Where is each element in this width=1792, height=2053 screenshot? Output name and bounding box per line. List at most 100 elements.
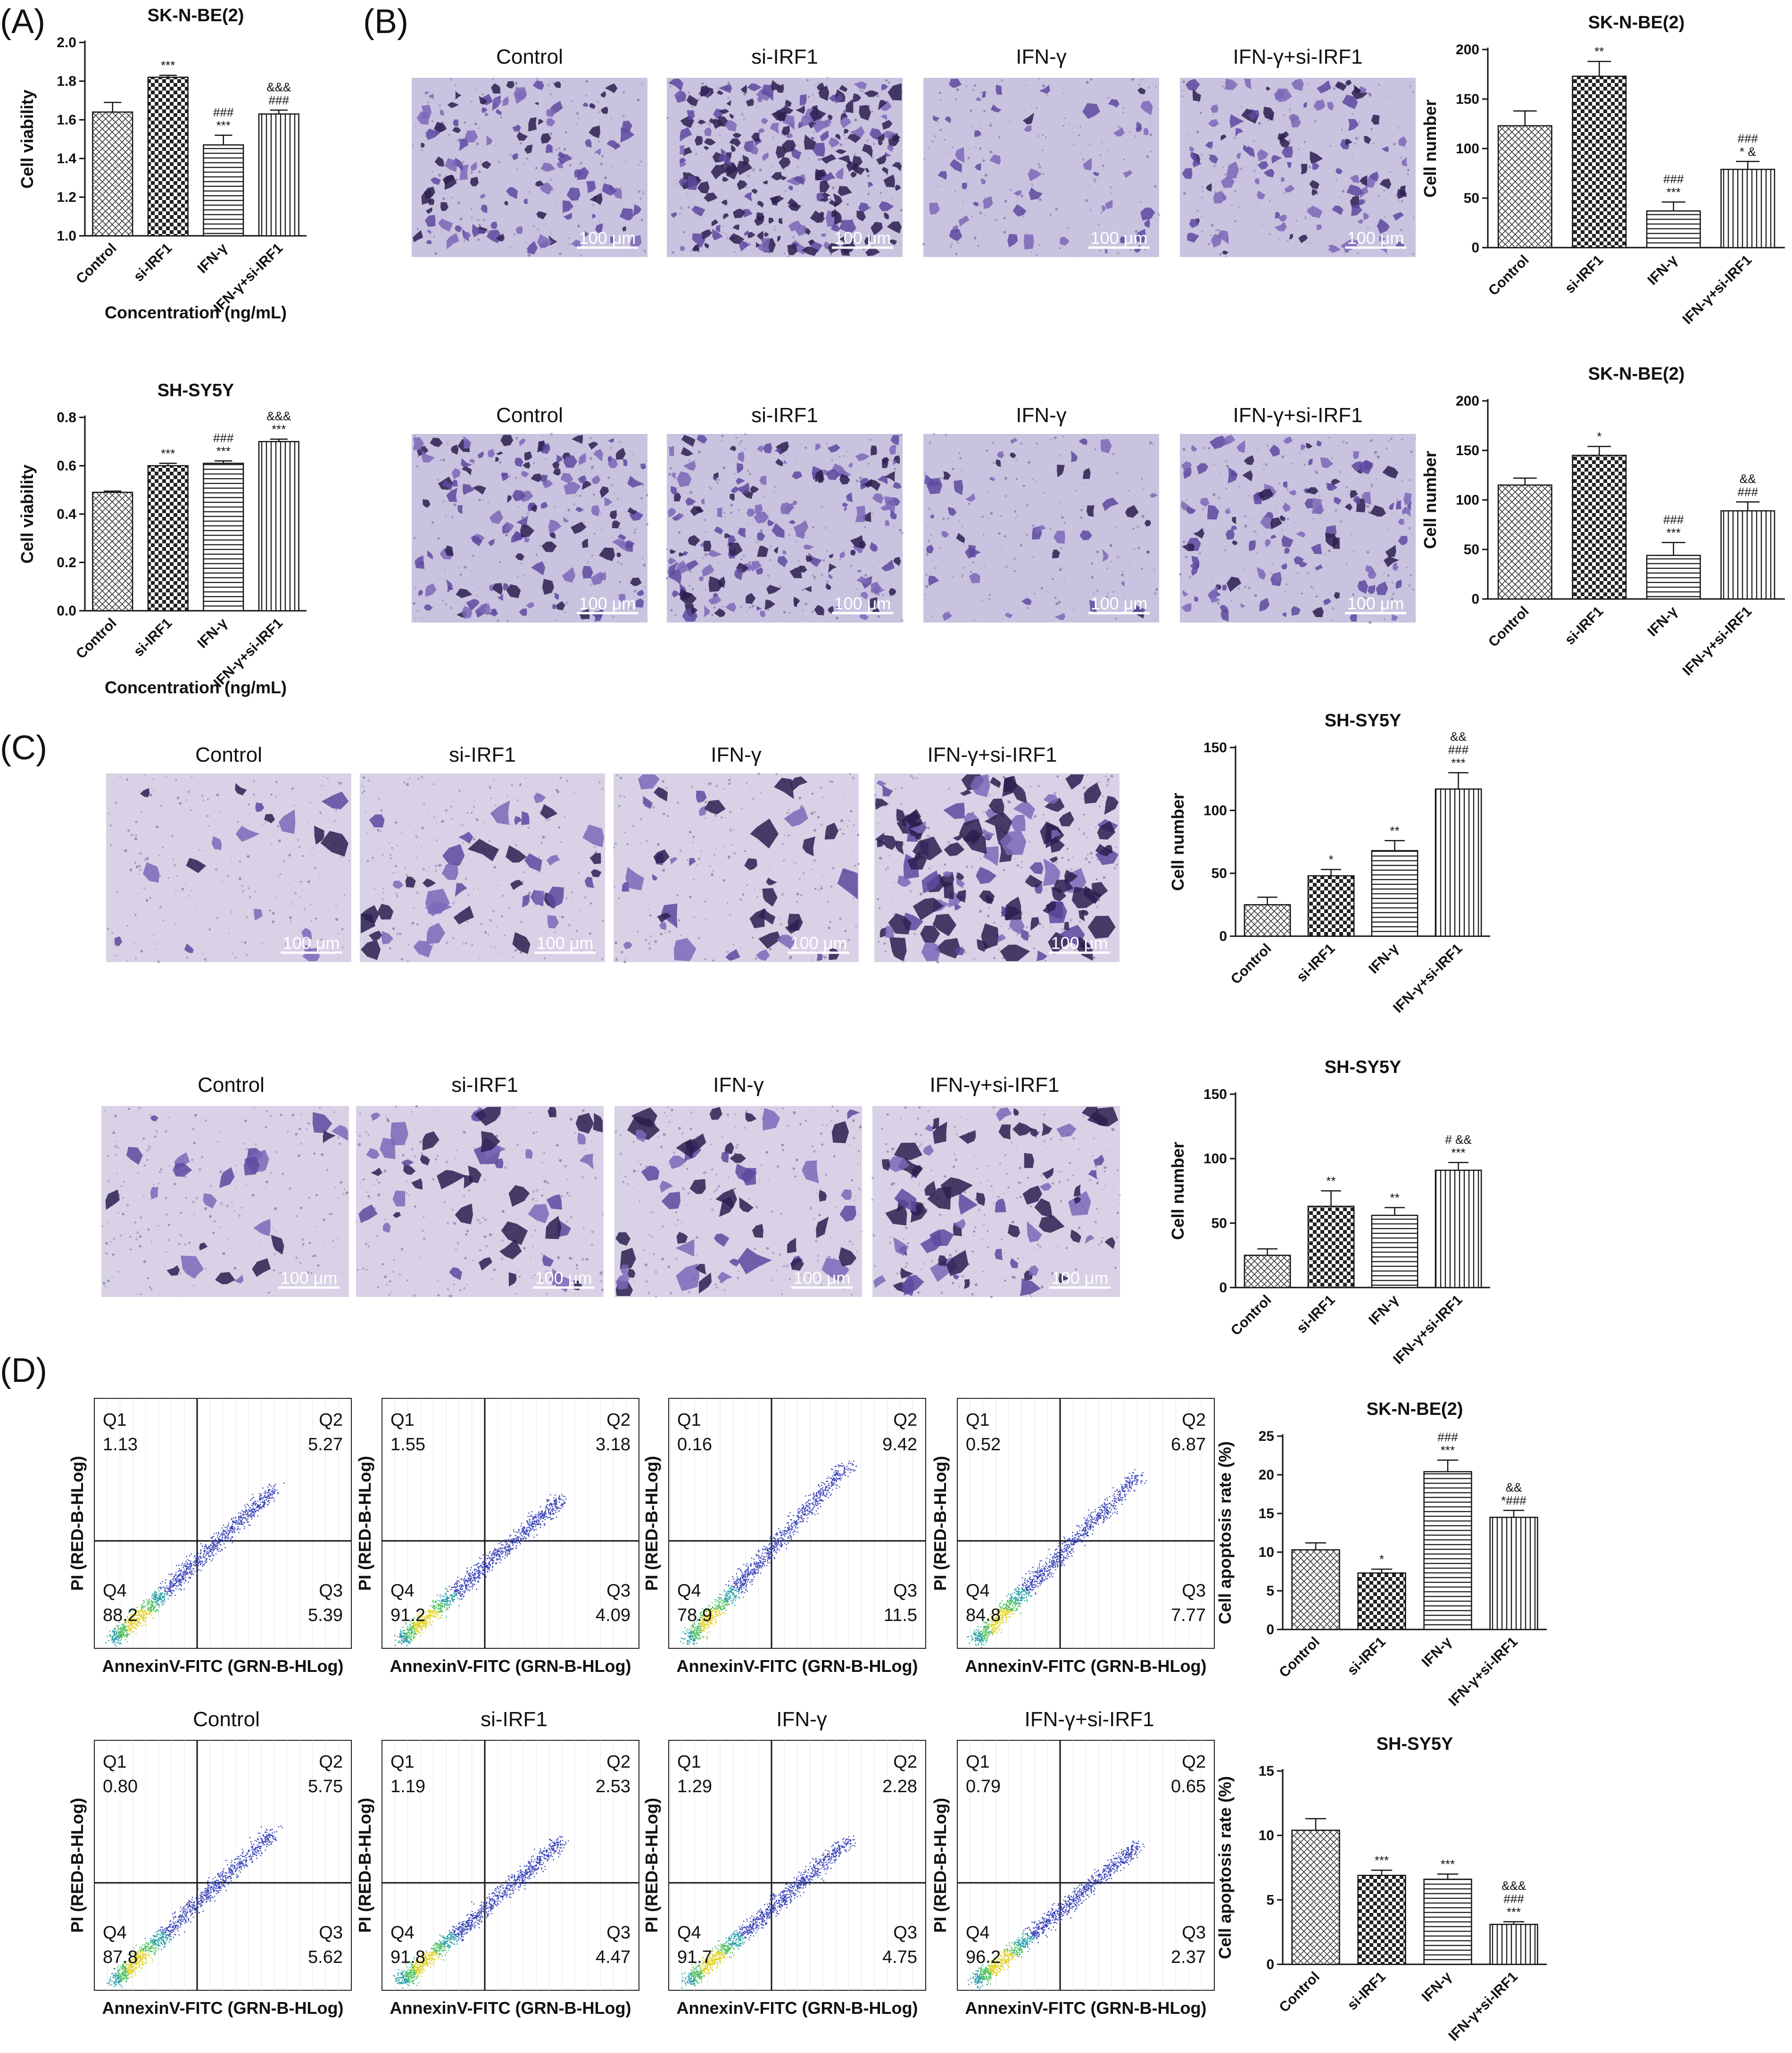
flow-plot: Q1 1.19 Q2 2.53 Q4 91.8 Q3 4.47 AnnexinV-FITC (G…: [355, 1740, 639, 2018]
significance-label: **: [1594, 44, 1604, 58]
quadrant-percent: 7.77: [1171, 1605, 1206, 1625]
quadrant-name: Q1: [103, 1410, 127, 1430]
scatter-points: [681, 1835, 856, 1988]
x-axis-label: Concentration (ng/mL): [105, 678, 287, 697]
chart-title: SH-SY5Y: [158, 381, 234, 400]
significance-label: ***: [161, 446, 175, 460]
y-tick-label: 50: [1211, 1215, 1227, 1231]
quadrant-name: Q4: [966, 1923, 990, 1943]
bar: [258, 113, 299, 237]
micrograph-image: 100 μm: [614, 1105, 863, 1298]
quadrant-percent: 5.75: [308, 1777, 343, 1796]
bar: [1572, 455, 1627, 600]
significance-label: **: [1390, 823, 1399, 838]
y-tick-label: 200: [1456, 393, 1479, 409]
quadrant-percent: 84.8: [966, 1605, 1001, 1625]
flow-plot: Q1 0.79 Q2 0.65 Q4 96.2 Q3 2.37 AnnexinV-FITC (G…: [930, 1740, 1215, 2018]
micro-label-ifn: IFN-γ: [711, 743, 762, 766]
y-tick-label: 150: [1456, 91, 1479, 107]
significance-label: &&: [1740, 472, 1756, 486]
scale-bar-label: 100 μm: [1091, 228, 1148, 248]
y-tick-label: 100: [1203, 1151, 1227, 1167]
micro-label-control: Control: [195, 743, 262, 766]
bar: [1307, 875, 1355, 937]
bar: [203, 144, 244, 237]
quadrant-percent: 5.62: [308, 1947, 343, 1967]
scale-bar-label: 100 μm: [1051, 933, 1108, 953]
category-label: IFN-γ+si-IRF1: [1445, 1969, 1520, 2044]
bar: [1572, 75, 1627, 249]
significance-label: *: [1379, 1552, 1384, 1566]
scale-bar-label: 100 μm: [579, 228, 636, 248]
significance-label: ***: [1667, 185, 1681, 199]
significance-label: &&: [1506, 1480, 1522, 1494]
micro-label-si-irf1: si-IRF1: [751, 45, 818, 68]
flow-x-axis-label: AnnexinV-FITC (GRN-B-HLog): [677, 1656, 918, 1676]
y-axis-label: Cell number: [1168, 1142, 1187, 1240]
bar: [147, 465, 189, 612]
flow-row-1: Q1 1.13 Q2 5.27 Q4 88.2 Q3 5.39 AnnexinV-FITC (G…: [67, 1398, 1215, 1676]
quadrant-name: Q2: [319, 1752, 343, 1772]
micrograph-image: 100 μm: [874, 773, 1120, 964]
y-tick-label: 0: [1219, 929, 1227, 944]
quadrant-percent: 0.16: [677, 1435, 712, 1455]
bar: [1489, 1516, 1538, 1630]
significance-label: ###: [1437, 1430, 1458, 1444]
category-label: IFN-γ+si-IRF1: [1390, 941, 1465, 1016]
quadrant-percent: 0.52: [966, 1435, 1001, 1455]
significance-label: *###: [1501, 1493, 1527, 1507]
bar-chart: SH-SY5Y 0.0 0.2 0.4 0.6 0.8 Cell viability Cont…: [17, 381, 307, 697]
panel-letter-a: (A): [0, 3, 45, 41]
quadrant-percent: 1.29: [677, 1777, 712, 1796]
significance-label: ###: [269, 93, 290, 108]
y-axis-label: Cell viability: [17, 465, 37, 564]
flow-y-axis-label: PI (RED-B-HLog): [67, 1456, 87, 1591]
scale-bar-label: 100 μm: [1052, 1268, 1109, 1288]
y-axis-label: Cell number: [1420, 451, 1440, 549]
micrograph-image: 100 μm: [1179, 434, 1416, 624]
y-tick-label: 0.2: [57, 555, 76, 571]
scale-bar-label: 100 μm: [1347, 594, 1404, 613]
micrograph-row-c1: Control si-IRF1 IFN-γ IFN-γ+si-IRF1 100 …: [106, 743, 1120, 964]
quadrant-name: Q4: [390, 1923, 415, 1943]
significance-label: ###: [1663, 512, 1684, 526]
bar: [1497, 484, 1552, 600]
scatter-points: [105, 1482, 285, 1647]
bar-chart: SK-N-BE(2) 0 50 100 150 200 Cell number Control…: [1420, 13, 1785, 327]
quadrant-name: Q2: [893, 1752, 917, 1772]
flow-y-axis-label: PI (RED-B-HLog): [642, 1798, 661, 1933]
y-tick-label: 0: [1471, 240, 1479, 256]
quadrant-percent: 91.2: [390, 1605, 425, 1625]
scale-bar-label: 100 μm: [281, 1268, 338, 1288]
y-tick-label: 150: [1456, 443, 1479, 458]
bar-chart: SH-SY5Y 0 5 10 15 Cell apoptosis rate (%) Cont…: [1215, 1734, 1547, 2044]
flow-plot: Q1 0.16 Q2 9.42 Q4 78.9 Q3 11.5 AnnexinV-FITC (G…: [642, 1398, 926, 1676]
y-tick-label: 50: [1464, 542, 1479, 557]
chart-title: SH-SY5Y: [1325, 711, 1402, 731]
bar: [147, 76, 189, 237]
category-label: Control: [1276, 1634, 1323, 1681]
category-label: Control: [73, 241, 120, 287]
flow-plot: Q1 0.80 Q2 5.75 Q4 87.8 Q3 5.62 AnnexinV-FITC (G…: [67, 1740, 352, 2018]
micro-label-si-irf1: si-IRF1: [449, 743, 516, 766]
bar: [1646, 210, 1701, 249]
micrograph-image: 100 μm: [666, 77, 904, 258]
chart-title: SH-SY5Y: [1325, 1057, 1402, 1077]
category-label: IFN-γ: [1366, 940, 1402, 977]
significance-label: ***: [216, 118, 231, 133]
quadrant-name: Q4: [966, 1581, 990, 1601]
category-label: Control: [73, 615, 120, 662]
category-label: IFN-γ: [1644, 603, 1681, 640]
bar: [1357, 1572, 1406, 1630]
scale-bar-label: 100 μm: [535, 1268, 592, 1288]
category-label: si-IRF1: [1344, 1634, 1389, 1679]
y-tick-label: 0.8: [57, 410, 76, 425]
micro-label-ifn-si-irf1: IFN-γ+si-IRF1: [1233, 45, 1363, 68]
scatter-points: [680, 1460, 857, 1645]
bar: [1435, 1170, 1482, 1288]
scale-bar-label: 100 μm: [1091, 594, 1148, 613]
flow-plot: Q1 0.52 Q2 6.87 Q4 84.8 Q3 7.77 AnnexinV-FITC (G…: [930, 1398, 1215, 1676]
significance-label: ***: [1451, 1146, 1465, 1160]
significance-label: ###: [213, 105, 234, 119]
quadrant-name: Q2: [319, 1410, 343, 1430]
